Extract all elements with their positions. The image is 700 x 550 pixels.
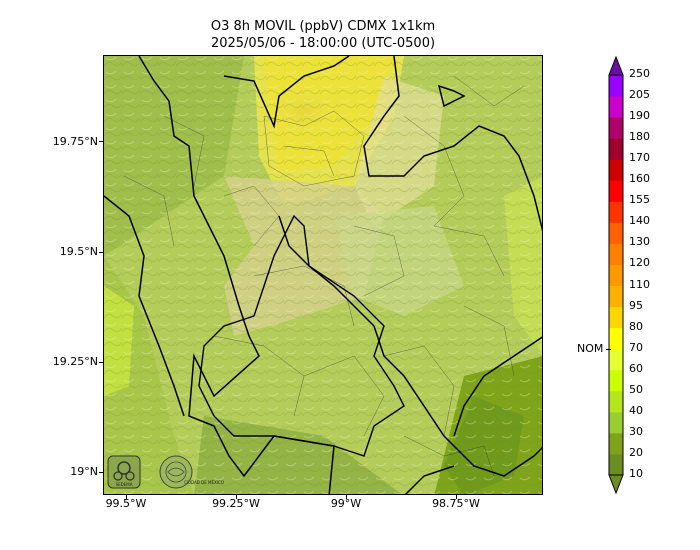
colorbar-tick-label: 190: [629, 109, 650, 123]
colorbar-band: [609, 348, 623, 371]
colorbar-tick-label: 20: [629, 445, 643, 459]
colorbar-tick-label: 155: [629, 193, 650, 207]
lat-label: 19°N: [70, 465, 98, 478]
colorbar-band: [609, 390, 623, 413]
colorbar-tick-label: 130: [629, 235, 650, 249]
colorbar-band: [609, 264, 623, 287]
colorbar-tick-label: 205: [629, 88, 650, 102]
colorbar-band: [609, 138, 623, 160]
lon-label: 99.25°W: [212, 497, 260, 510]
colorbar-tick-label: 95: [629, 298, 643, 312]
nom-threshold-label: NOM: [577, 342, 604, 355]
lat-label: 19.25°N: [52, 355, 98, 368]
lon-tick: [126, 495, 127, 499]
colorbar-band: [609, 285, 623, 308]
colorbar-tick-label: 70: [629, 340, 643, 354]
colorbar-band: [609, 327, 623, 350]
svg-text:SEDEMA: SEDEMA: [116, 482, 133, 487]
colorbar-tick-label: 120: [629, 256, 650, 270]
ozone-map: SEDEMA CIUDAD DE MÉXICO: [103, 55, 543, 495]
colorbar-band: [609, 159, 623, 181]
colorbar-tick-label: 170: [629, 151, 650, 165]
colorbar-tick-label: 10: [629, 467, 643, 480]
colorbar-band: [609, 117, 623, 139]
colorbar-band: [609, 201, 623, 223]
colorbar-band: [609, 243, 623, 265]
svg-text:CIUDAD DE MÉXICO: CIUDAD DE MÉXICO: [184, 480, 224, 485]
colorbar-tick-label: 60: [629, 361, 643, 375]
colorbar-tick-label: 40: [629, 403, 643, 417]
colorbar-top-extend: [608, 55, 624, 76]
lon-label: 98.75°W: [432, 497, 480, 510]
colorbar-band: [609, 222, 623, 244]
lat-tick: [99, 252, 103, 253]
colorbar-tick-label: 80: [629, 319, 643, 333]
lon-label: 99°W: [330, 497, 362, 510]
colorbar-tick-label: 30: [629, 424, 643, 438]
sedema-logo: SEDEMA: [107, 455, 141, 489]
lat-label: 19.75°N: [52, 135, 98, 148]
colorbar-band: [609, 453, 623, 476]
map-title: O3 8h MOVIL (ppbV) CDMX 1x1km: [210, 19, 436, 34]
lon-tick: [236, 495, 237, 499]
lon-tick: [456, 495, 457, 499]
colorbar-band: [609, 180, 623, 202]
colorbar-tick-label: 250: [629, 67, 650, 80]
lat-tick: [99, 141, 103, 142]
colorbar-band: [609, 369, 623, 392]
nom-tick: [606, 349, 611, 350]
colorbar-band: [609, 411, 623, 434]
colorbar-tick-label: 50: [629, 382, 643, 396]
lat-label: 19.5°N: [59, 245, 98, 258]
colorbar-band: [609, 75, 623, 97]
lon-label: 99.5°W: [105, 497, 147, 510]
colorbar: [608, 55, 624, 495]
colorbar-band: [609, 306, 623, 329]
cdmx-logo: CIUDAD DE MÉXICO: [159, 455, 224, 489]
lat-tick: [99, 362, 103, 363]
lat-tick: [99, 472, 103, 473]
colorbar-band: [609, 96, 623, 118]
lon-tick: [346, 495, 347, 499]
colorbar-bottom-extend: [608, 474, 624, 495]
colorbar-tick-label: 180: [629, 130, 650, 144]
map-subtitle-datetime: 2025/05/06 - 18:00:00 (UTC-0500): [210, 36, 436, 51]
colorbar-tick-label: 160: [629, 172, 650, 186]
colorbar-tick-label: 140: [629, 214, 650, 228]
colorbar-band: [609, 432, 623, 455]
colorbar-tick-label: 110: [629, 277, 650, 291]
